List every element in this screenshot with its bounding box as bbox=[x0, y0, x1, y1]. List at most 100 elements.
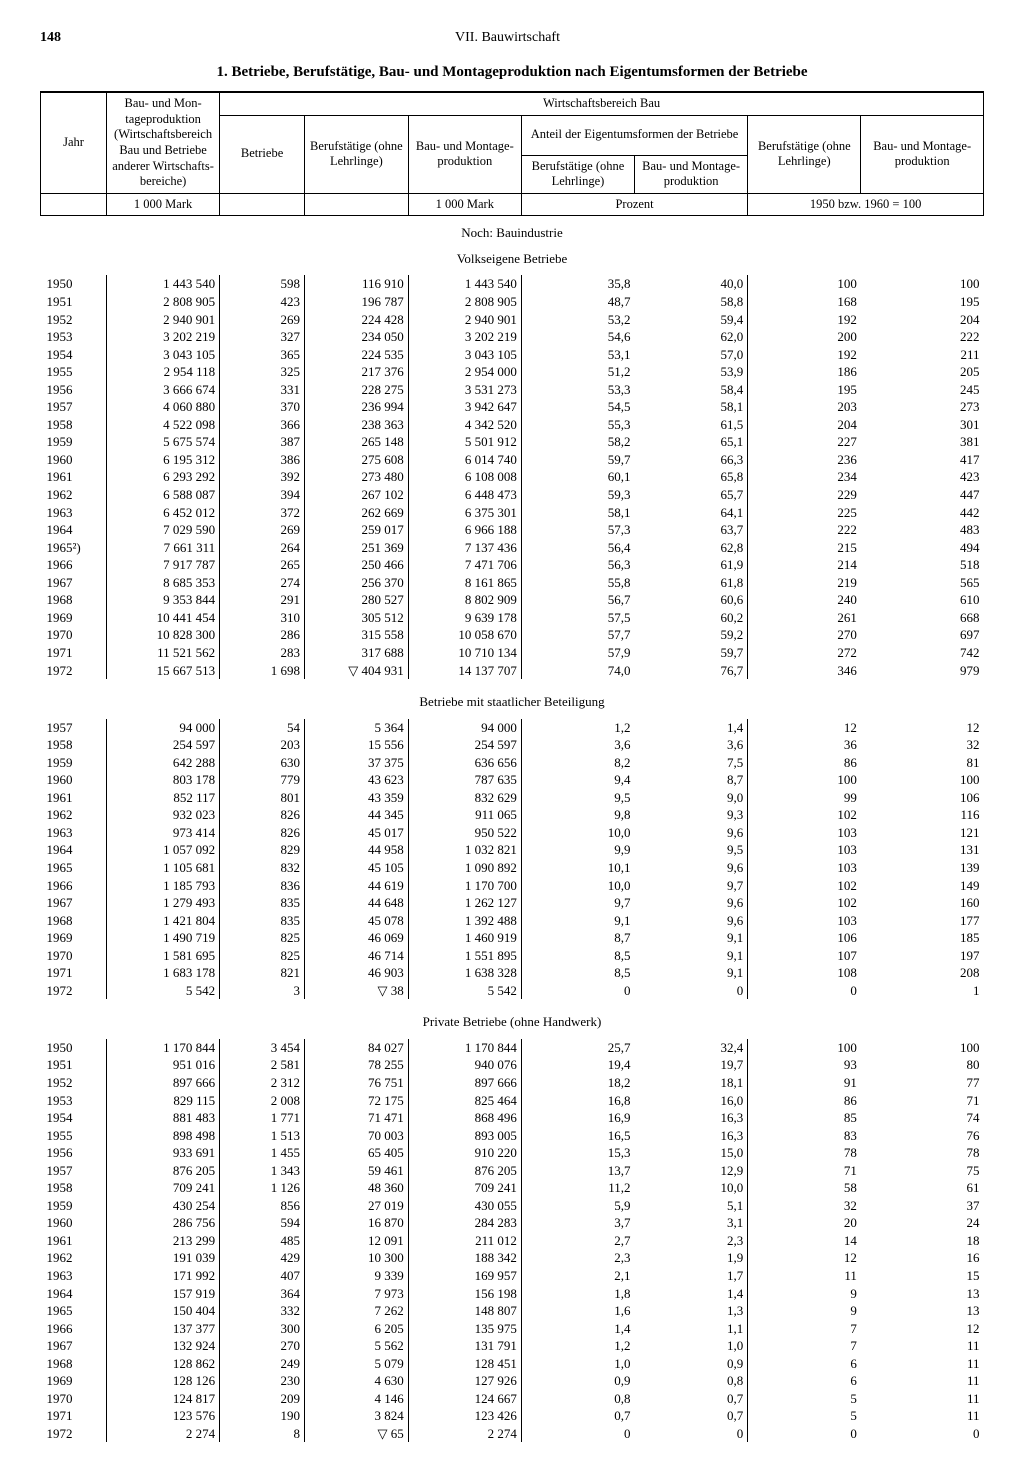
cell: 829 bbox=[220, 841, 305, 859]
cell: 9,5 bbox=[635, 841, 748, 859]
cell: 2 954 118 bbox=[107, 363, 220, 381]
cell: 57,7 bbox=[521, 626, 634, 644]
cell: 15 bbox=[861, 1267, 984, 1285]
cell: 876 205 bbox=[107, 1162, 220, 1180]
cell: 5 675 574 bbox=[107, 433, 220, 451]
cell: 116 910 bbox=[305, 275, 409, 293]
h-col2: Bau- und Mon­tageproduktion (Wirtschafts… bbox=[107, 92, 220, 193]
cell: 1 460 919 bbox=[408, 929, 521, 947]
table-row: 19661 185 79383644 6191 170 70010,09,710… bbox=[41, 877, 984, 895]
table-row: 1956933 6911 45565 405910 22015,315,0787… bbox=[41, 1144, 984, 1162]
cell: 1970 bbox=[41, 947, 107, 965]
cell: 208 bbox=[861, 964, 984, 982]
cell: 2 581 bbox=[220, 1056, 305, 1074]
cell: 107 bbox=[748, 947, 861, 965]
cell: 74,0 bbox=[521, 662, 634, 680]
cell: 7 bbox=[748, 1337, 861, 1355]
cell: 9,6 bbox=[635, 859, 748, 877]
section-heading: Betriebe mit staatlicher Beteiligung bbox=[41, 689, 984, 719]
cell: 5 bbox=[748, 1390, 861, 1408]
cell: 265 bbox=[220, 556, 305, 574]
cell: 44 648 bbox=[305, 894, 409, 912]
cell: 3 454 bbox=[220, 1039, 305, 1057]
cell: 1952 bbox=[41, 1074, 107, 1092]
table-row: 1965²)7 661 311264251 3697 137 43656,462… bbox=[41, 539, 984, 557]
table-row: 195794 000545 36494 0001,21,41212 bbox=[41, 719, 984, 737]
cell: 56,4 bbox=[521, 539, 634, 557]
cell: 1969 bbox=[41, 609, 107, 627]
table-row: 196910 441 454310305 5129 639 17857,560,… bbox=[41, 609, 984, 627]
cell: 261 bbox=[748, 609, 861, 627]
table-row: 19512 808 905423196 7872 808 90548,758,8… bbox=[41, 293, 984, 311]
cell: 310 bbox=[220, 609, 305, 627]
cell: 3 531 273 bbox=[408, 381, 521, 399]
cell: 131 791 bbox=[408, 1337, 521, 1355]
cell: 1 455 bbox=[220, 1144, 305, 1162]
cell: 37 bbox=[861, 1197, 984, 1215]
cell: 3 043 105 bbox=[107, 346, 220, 364]
cell: 190 bbox=[220, 1407, 305, 1425]
cell: 0,8 bbox=[521, 1390, 634, 1408]
cell: 59,7 bbox=[521, 451, 634, 469]
cell: 94 000 bbox=[107, 719, 220, 737]
cell: 12 091 bbox=[305, 1232, 409, 1250]
cell: 1961 bbox=[41, 468, 107, 486]
cell: 214 bbox=[748, 556, 861, 574]
table-row: 197111 521 562283317 68810 710 13457,959… bbox=[41, 644, 984, 662]
cell: 832 bbox=[220, 859, 305, 877]
h-idx-bau: Bau- und Montage­produktion bbox=[861, 115, 984, 193]
cell: 9,1 bbox=[635, 964, 748, 982]
cell: 192 bbox=[748, 346, 861, 364]
cell: 132 924 bbox=[107, 1337, 220, 1355]
cell: 9,3 bbox=[635, 806, 748, 824]
table-row: 19671 279 49383544 6481 262 1279,79,6102… bbox=[41, 894, 984, 912]
cell: 169 957 bbox=[408, 1267, 521, 1285]
cell: 4 522 098 bbox=[107, 416, 220, 434]
u-blank2 bbox=[220, 193, 305, 216]
cell: 15,0 bbox=[635, 1144, 748, 1162]
cell: 58 bbox=[748, 1179, 861, 1197]
cell: 8,5 bbox=[521, 964, 634, 982]
cell: 1969 bbox=[41, 1372, 107, 1390]
cell: 43 359 bbox=[305, 789, 409, 807]
cell: 19,4 bbox=[521, 1056, 634, 1074]
cell: 1,4 bbox=[635, 719, 748, 737]
cell: 123 576 bbox=[107, 1407, 220, 1425]
cell: 273 bbox=[861, 398, 984, 416]
cell: 787 635 bbox=[408, 771, 521, 789]
u-mark2: 1 000 Mark bbox=[408, 193, 521, 216]
cell: 102 bbox=[748, 894, 861, 912]
table-row: 19563 666 674331228 2753 531 27353,358,4… bbox=[41, 381, 984, 399]
cell: 160 bbox=[861, 894, 984, 912]
cell: 16 bbox=[861, 1249, 984, 1267]
cell: 1967 bbox=[41, 1337, 107, 1355]
cell: 442 bbox=[861, 504, 984, 522]
cell: 1968 bbox=[41, 912, 107, 930]
cell: 1 551 895 bbox=[408, 947, 521, 965]
cell: 121 bbox=[861, 824, 984, 842]
cell: 45 078 bbox=[305, 912, 409, 930]
cell: 16,9 bbox=[521, 1109, 634, 1127]
cell: 270 bbox=[220, 1337, 305, 1355]
cell: 305 512 bbox=[305, 609, 409, 627]
cell: 54,6 bbox=[521, 328, 634, 346]
cell: 9,5 bbox=[521, 789, 634, 807]
cell: 32 bbox=[748, 1197, 861, 1215]
cell: 1956 bbox=[41, 381, 107, 399]
cell: 1952 bbox=[41, 311, 107, 329]
cell: 394 bbox=[220, 486, 305, 504]
cell: 54,5 bbox=[521, 398, 634, 416]
cell: 2 808 905 bbox=[107, 293, 220, 311]
cell: 5 bbox=[748, 1407, 861, 1425]
cell: 1962 bbox=[41, 806, 107, 824]
cell: 234 050 bbox=[305, 328, 409, 346]
cell: 3,7 bbox=[521, 1214, 634, 1232]
cell: 332 bbox=[220, 1302, 305, 1320]
table-row: 1968128 8622495 079128 4511,00,9611 bbox=[41, 1355, 984, 1373]
cell: 71 bbox=[748, 1162, 861, 1180]
cell: 1 443 540 bbox=[107, 275, 220, 293]
cell: 1966 bbox=[41, 556, 107, 574]
cell: 1970 bbox=[41, 1390, 107, 1408]
cell: 630 bbox=[220, 754, 305, 772]
cell: 188 342 bbox=[408, 1249, 521, 1267]
